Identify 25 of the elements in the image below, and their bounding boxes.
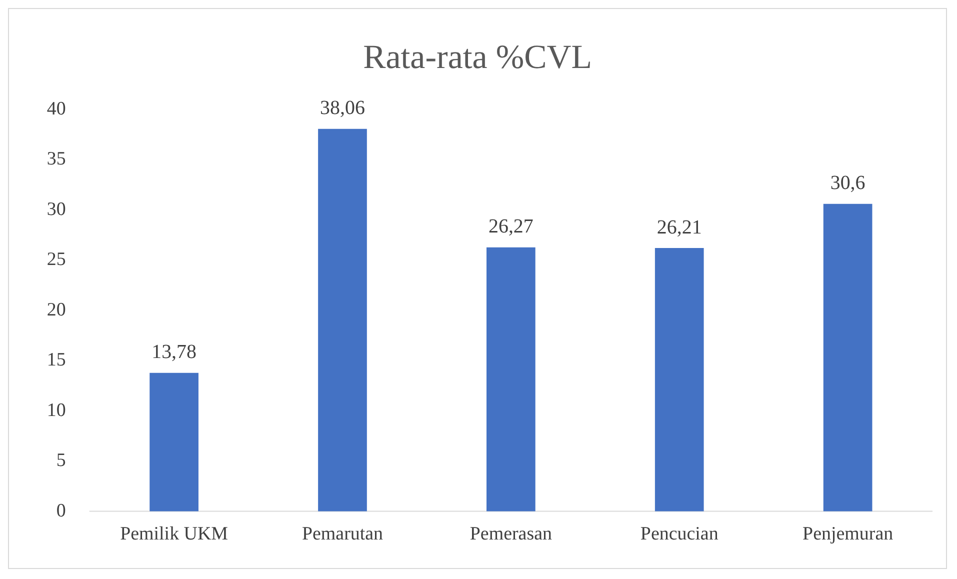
y-tick-label: 0 xyxy=(56,500,66,522)
y-tick-label: 25 xyxy=(46,249,66,270)
x-tick-label: Pemerasan xyxy=(470,524,553,545)
data-label: 26,27 xyxy=(488,216,534,238)
y-tick-label: 15 xyxy=(46,350,66,371)
data-label: 26,21 xyxy=(656,216,702,238)
x-tick-label: Pemilik UKM xyxy=(120,524,228,545)
x-tick-label: Pemarutan xyxy=(302,524,384,545)
data-label: 13,78 xyxy=(152,341,197,364)
y-tick-label: 30 xyxy=(46,198,66,220)
y-tick-label: 10 xyxy=(46,400,66,421)
y-tick-label: 20 xyxy=(46,299,66,320)
data-label: 38,06 xyxy=(320,97,365,120)
bar xyxy=(318,128,367,512)
y-tick-label: 40 xyxy=(46,98,66,120)
x-tick-label: Pencucian xyxy=(640,524,719,545)
bar xyxy=(654,248,704,512)
chart-title: Rata-rata %CVL xyxy=(363,39,592,76)
data-label: 30,6 xyxy=(830,172,866,194)
bar xyxy=(823,204,872,512)
y-tick-label: 35 xyxy=(46,148,66,170)
y-tick-label: 5 xyxy=(56,450,66,472)
bar xyxy=(486,247,536,512)
x-tick-label: Penjemuran xyxy=(802,524,894,545)
bar xyxy=(150,372,198,512)
